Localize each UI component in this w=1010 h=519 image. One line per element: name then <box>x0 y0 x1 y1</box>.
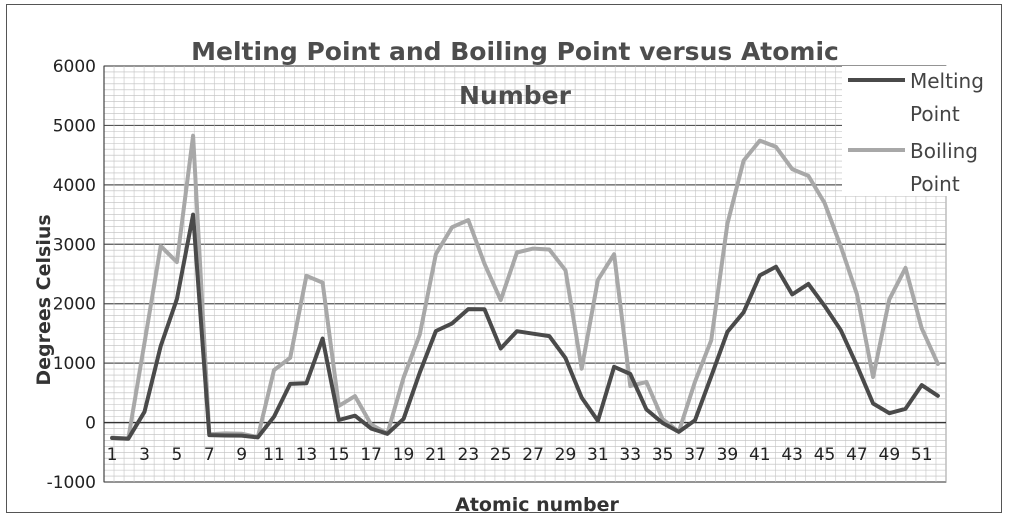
x-tick-label: 45 <box>814 445 836 465</box>
y-axis-ticks: -1000 0 1000 2000 3000 4000 5000 6000 <box>47 57 96 493</box>
chart-title: Melting Point and Boiling Point versus A… <box>191 37 839 66</box>
x-tick-label: 5 <box>171 445 182 465</box>
x-axis-label: Atomic number <box>455 494 619 516</box>
x-tick-label: 11 <box>263 445 285 465</box>
y-tick-label: 0 <box>85 414 96 434</box>
y-tick-label: -1000 <box>47 473 96 493</box>
y-tick-label: 2000 <box>53 295 96 315</box>
grid <box>103 65 947 483</box>
legend-box <box>842 66 996 196</box>
x-tick-label: 43 <box>781 445 803 465</box>
x-tick-label: 13 <box>296 445 318 465</box>
x-tick-label: 23 <box>458 445 480 465</box>
x-tick-label: 39 <box>717 445 739 465</box>
x-tick-label: 29 <box>555 445 577 465</box>
series-line-melting-point <box>110 212 940 441</box>
x-tick-label: 51 <box>911 445 933 465</box>
series-lines <box>110 133 940 441</box>
legend-label-melting-point: Point <box>910 102 960 126</box>
x-tick-label: 41 <box>749 445 771 465</box>
legend: Melting Point Boiling Point <box>842 66 996 196</box>
legend-label-boiling-point: Point <box>910 172 960 196</box>
x-tick-label: 17 <box>360 445 382 465</box>
x-tick-label: 1 <box>107 445 118 465</box>
x-tick-label: 31 <box>587 445 609 465</box>
legend-label-boiling-point: Boiling <box>910 139 978 163</box>
x-tick-label: 19 <box>393 445 415 465</box>
x-tick-label: 33 <box>619 445 641 465</box>
x-tick-label: 27 <box>522 445 544 465</box>
x-tick-label: 21 <box>425 445 447 465</box>
chart-title-line-2: Number <box>459 81 572 110</box>
x-tick-label: 15 <box>328 445 350 465</box>
x-axis-ticks: 1 3 5 7 9 11 13 15 17 19 21 23 25 27 29 31 33 35 37 39 41 43 4… <box>107 445 933 465</box>
y-tick-label: 1000 <box>53 354 96 374</box>
x-tick-label: 37 <box>684 445 706 465</box>
x-tick-label: 49 <box>879 445 901 465</box>
x-tick-label: 25 <box>490 445 512 465</box>
y-tick-label: 4000 <box>53 176 96 196</box>
y-tick-label: 5000 <box>53 116 96 136</box>
x-tick-label: 3 <box>139 445 150 465</box>
legend-label-melting-point: Melting <box>910 69 984 93</box>
y-tick-label: 3000 <box>53 235 96 255</box>
x-tick-label: 47 <box>846 445 868 465</box>
y-tick-label: 6000 <box>53 57 96 77</box>
x-tick-label: 9 <box>236 445 247 465</box>
x-tick-label: 7 <box>204 445 215 465</box>
x-tick-label: 35 <box>652 445 674 465</box>
y-axis-label: Degrees Celsius <box>33 214 55 385</box>
